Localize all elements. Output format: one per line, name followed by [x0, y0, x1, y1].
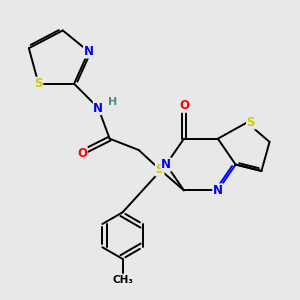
Text: N: N: [84, 45, 94, 58]
Text: N: N: [161, 158, 171, 171]
Text: S: S: [247, 116, 255, 129]
Text: H: H: [108, 97, 118, 107]
Text: N: N: [93, 101, 103, 115]
Text: O: O: [77, 147, 87, 160]
Text: O: O: [179, 99, 189, 112]
Text: S: S: [155, 163, 164, 176]
Text: N: N: [213, 184, 223, 197]
Text: CH₃: CH₃: [112, 275, 133, 285]
Text: S: S: [34, 77, 43, 90]
